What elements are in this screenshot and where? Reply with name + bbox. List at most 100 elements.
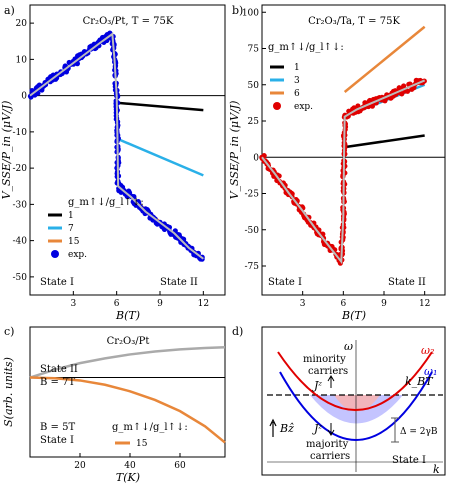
series-line xyxy=(29,376,226,444)
panel-b-state-i: State I xyxy=(268,277,302,288)
y-tick-label: -40 xyxy=(13,237,28,247)
panel-b-legend-exp: exp. xyxy=(294,102,313,112)
series-line xyxy=(343,25,426,93)
panel-c-legend-title: g_m↑↓/g_l↑↓: xyxy=(112,422,188,433)
majority-label-2: carriers xyxy=(310,451,350,462)
x-tick-label: 12 xyxy=(419,299,430,309)
y-tick-label: 100 xyxy=(242,8,259,18)
exp-point xyxy=(404,88,411,94)
panel-a-legend-15: 15 xyxy=(68,237,80,247)
panel-a-ylabel: V_SSE/P_in (μV/J) xyxy=(0,101,13,200)
y-tick-label: 25 xyxy=(248,117,260,127)
kbt-label: k_BT xyxy=(405,375,434,388)
series-line xyxy=(118,101,204,112)
state-i-label: State I xyxy=(392,455,426,466)
panel-b-legend-swatch-exp xyxy=(273,102,281,110)
panel-a-legend: g_m↑↓/g_l↑↓: 1 7 15 exp. xyxy=(48,197,144,260)
panel-a-state-ii: State II xyxy=(160,277,198,288)
panel-b-legend-6: 6 xyxy=(294,89,300,99)
y-tick-label: -10 xyxy=(13,128,28,138)
panel-a-xlabel: B(T) xyxy=(115,309,140,322)
majority-label: majority xyxy=(306,439,349,450)
gap-label: Δ = 2γB xyxy=(400,427,438,437)
panel-d-label: d) xyxy=(232,325,243,338)
panel-d-frame xyxy=(261,326,446,476)
panel-a-label: a) xyxy=(4,4,15,17)
panel-b-ylabel: V_SSE/P_in (μV/J) xyxy=(228,101,241,200)
panel-b: b) 3 6 9 12 100 75 50 25 0 -25 -50 -75 Cr₂O₃/Ta, T … xyxy=(228,4,446,322)
panel-a-legend-swatch-exp xyxy=(51,250,59,258)
panel-c-legend-15: 15 xyxy=(136,439,148,449)
fit-line xyxy=(29,32,204,260)
x-tick-label: 3 xyxy=(300,299,306,309)
x-tick-label: 3 xyxy=(70,299,76,309)
series-line xyxy=(344,134,425,149)
panel-b-state-ii: State II xyxy=(388,277,426,288)
y-tick-label: -25 xyxy=(245,190,260,200)
minority-label: minority xyxy=(303,354,346,365)
panel-c-frame xyxy=(29,326,226,458)
y-tick-label: 50 xyxy=(248,81,260,91)
omega2-label: ω₂ xyxy=(421,344,434,357)
fit-line xyxy=(261,79,426,265)
panel-c-xlabel: T(K) xyxy=(116,471,140,484)
jz-down-arrow xyxy=(327,423,335,436)
panel-d: d) ω k ω₂ ω₁ minority carriers Jᶻ Jᶻ maj… xyxy=(232,325,446,476)
panel-c-b5: B = 5T xyxy=(40,422,75,433)
panel-a-legend-1: 1 xyxy=(68,211,74,221)
panel-c-state-ii: State II xyxy=(40,364,78,375)
y-tick-label: -50 xyxy=(245,226,260,236)
panel-b-legend-1: 1 xyxy=(294,63,300,73)
panel-c: c) 20 40 60 Cr₂O₃/Pt T(K) S(arb. units) St… xyxy=(2,325,226,484)
omega1-branch xyxy=(279,371,433,441)
panel-c-title: Cr₂O₃/Pt xyxy=(107,336,150,347)
panel-a-title: Cr₂O₃/Pt, T = 75K xyxy=(83,16,174,27)
y-tick-label: 75 xyxy=(248,45,260,55)
jz-up-arrow xyxy=(327,375,335,388)
panel-a-legend-title: g_m↑↓/g_l↑↓: xyxy=(68,197,144,208)
y-tick-label: 0 xyxy=(253,153,259,163)
x-tick-label: 20 xyxy=(74,461,86,471)
panel-b-legend-3: 3 xyxy=(294,76,300,86)
panel-b-plot: 3 6 9 12 100 75 50 25 0 -25 -50 -75 xyxy=(242,8,445,309)
panel-a-frame xyxy=(29,4,226,296)
x-tick-label: 9 xyxy=(381,299,387,309)
panel-c-ylabel: S(arb. units) xyxy=(2,357,15,427)
jz-up-label: Jᶻ xyxy=(312,379,322,392)
panel-b-label: b) xyxy=(232,4,243,17)
panel-a-state-i: State I xyxy=(40,277,74,288)
omega-axis-label: ω xyxy=(344,340,353,353)
y-tick-label: -75 xyxy=(245,262,260,272)
panel-c-plot: 20 40 60 xyxy=(29,345,226,471)
x-tick-label: 9 xyxy=(157,299,163,309)
omega1-label: ω₁ xyxy=(424,365,437,378)
exp-point xyxy=(74,61,81,67)
x-tick-label: 6 xyxy=(340,299,346,309)
gap-marker xyxy=(391,417,399,443)
x-tick-label: 60 xyxy=(174,461,186,471)
x-tick-label: 40 xyxy=(124,461,136,471)
panel-c-b7: B = 7T xyxy=(40,377,75,388)
panel-a-legend-exp: exp. xyxy=(68,250,87,260)
y-tick-label: 0 xyxy=(21,92,27,102)
series-line xyxy=(29,345,226,379)
panel-b-legend-title: g_m↑↓/g_l↑↓: xyxy=(268,42,344,53)
panel-b-legend: g_m↑↓/g_l↑↓: 1 3 6 exp. xyxy=(268,42,344,112)
panel-c-state-i: State I xyxy=(40,435,74,446)
jz-down-label: Jᶻ xyxy=(312,422,322,435)
omega2-branch xyxy=(277,351,433,411)
minority-label-2: carriers xyxy=(308,366,348,377)
b-field-arrow xyxy=(269,418,277,437)
b-field-label: Bẑ xyxy=(279,422,294,435)
y-tick-label: -30 xyxy=(13,200,28,210)
series-line xyxy=(117,137,204,177)
y-tick-label: 10 xyxy=(16,55,28,65)
x-tick-label: 6 xyxy=(114,299,120,309)
exp-point xyxy=(28,94,34,100)
panel-c-label: c) xyxy=(4,325,14,338)
magnon-fill-red xyxy=(334,395,380,412)
panel-b-frame xyxy=(261,4,446,296)
panel-b-xlabel: B(T) xyxy=(341,309,366,322)
k-axis-label: k xyxy=(433,463,440,476)
panel-b-title: Cr₂O₃/Ta, T = 75K xyxy=(308,16,400,27)
